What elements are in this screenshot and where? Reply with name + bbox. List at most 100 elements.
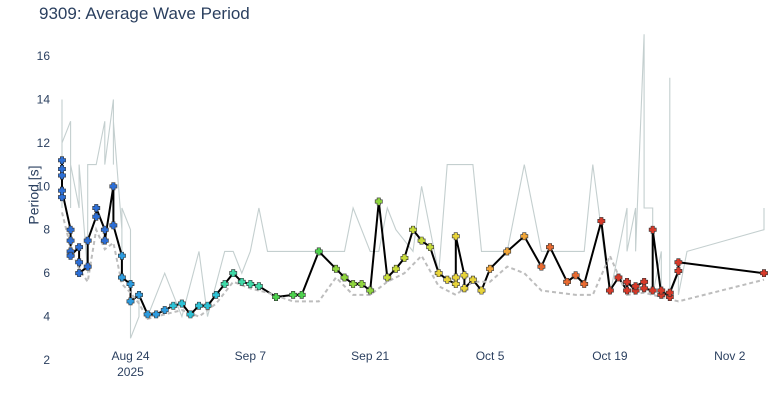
- data-point-marker: [417, 236, 426, 245]
- data-point-marker: [203, 301, 212, 310]
- y-tick-label: 16: [37, 49, 51, 63]
- x-tick-label: Nov 2: [714, 349, 746, 363]
- data-point-marker: [92, 212, 101, 221]
- x-tick-label: Sep 7: [235, 349, 267, 363]
- data-point-marker: [66, 225, 75, 234]
- data-point-marker: [580, 280, 589, 288]
- data-point-marker: [451, 273, 460, 282]
- data-point-marker: [469, 275, 477, 284]
- data-point-marker: [648, 225, 657, 234]
- data-point-marker: [118, 273, 126, 282]
- data-point-marker: [606, 286, 614, 295]
- data-point-marker: [118, 251, 126, 260]
- data-point-marker: [100, 236, 109, 245]
- data-point-marker: [357, 280, 366, 288]
- data-point-marker: [648, 286, 657, 295]
- data-point-marker: [109, 182, 118, 191]
- data-point-marker: [83, 262, 92, 271]
- x-tick-label: Oct 5: [476, 349, 505, 363]
- data-point-marker: [66, 251, 75, 260]
- data-point-marker: [657, 286, 666, 295]
- data-point-marker: [631, 282, 640, 291]
- data-point-marker: [349, 280, 357, 288]
- data-point-marker: [434, 269, 443, 278]
- data-point-marker: [75, 258, 84, 267]
- data-point-marker: [75, 243, 84, 252]
- data-point-marker: [246, 280, 255, 288]
- data-point-marker: [400, 254, 409, 262]
- data-point-marker: [135, 290, 143, 299]
- data-point-marker: [58, 165, 66, 173]
- data-point-marker: [220, 280, 229, 288]
- data-point-marker: [255, 282, 263, 291]
- data-point-marker: [237, 277, 246, 286]
- upper-band-line: [61, 34, 765, 339]
- x-tick-label: Aug 24: [111, 349, 149, 363]
- data-point-marker: [640, 284, 649, 293]
- y-axis-ticks: 2 4 6 8 10 12 14 16: [37, 49, 51, 367]
- chart-title: 9309: Average Wave Period: [39, 4, 250, 23]
- data-point-marker: [760, 269, 768, 278]
- y-tick-label: 8: [43, 223, 50, 237]
- data-point-marker: [340, 273, 349, 282]
- data-point-marker: [100, 225, 109, 234]
- data-point-marker: [451, 232, 460, 241]
- data-point-marker: [614, 273, 623, 282]
- data-point-marker: [126, 280, 135, 288]
- data-point-marker: [409, 225, 417, 234]
- series-lines: [61, 34, 765, 339]
- data-point-marker: [477, 286, 486, 295]
- data-point-marker: [383, 273, 392, 282]
- data-point-marker: [160, 306, 169, 314]
- data-point-marker: [546, 243, 554, 252]
- x-tick-label: Sep 21: [351, 349, 389, 363]
- data-point-marker: [289, 290, 298, 299]
- y-tick-label: 14: [37, 92, 51, 106]
- data-point-marker: [623, 277, 631, 286]
- data-point-marker: [169, 301, 178, 310]
- data-point-marker: [366, 286, 375, 295]
- lower-band-line: [61, 212, 765, 320]
- data-point-marker: [126, 297, 135, 306]
- data-point-marker: [83, 236, 92, 245]
- data-point-marker: [674, 258, 683, 267]
- data-point-marker: [503, 247, 512, 256]
- data-point-marker: [229, 269, 238, 278]
- x-tick-year-label: 2025: [117, 365, 144, 379]
- data-point-marker: [443, 275, 452, 284]
- data-point-marker: [391, 264, 400, 273]
- data-point-marker: [460, 271, 469, 280]
- data-point-marker: [640, 277, 649, 286]
- data-point-marker: [451, 280, 460, 288]
- data-point-marker: [58, 171, 66, 180]
- data-point-marker: [272, 293, 280, 301]
- data-point-marker: [109, 221, 118, 230]
- data-point-marker: [195, 301, 203, 310]
- series-markers: [58, 156, 768, 319]
- data-point-marker: [426, 243, 435, 252]
- data-point-marker: [374, 197, 383, 206]
- data-point-marker: [212, 290, 220, 299]
- data-point-marker: [143, 310, 152, 319]
- data-point-marker: [75, 269, 84, 278]
- data-point-marker: [332, 264, 340, 273]
- x-tick-label: Oct 19: [592, 349, 628, 363]
- data-point-marker: [665, 288, 674, 297]
- data-point-marker: [520, 232, 529, 241]
- data-point-marker: [571, 271, 580, 280]
- data-point-marker: [186, 310, 195, 319]
- data-point-marker: [92, 204, 101, 212]
- data-point-marker: [460, 284, 469, 293]
- data-point-marker: [623, 286, 631, 295]
- data-point-marker: [58, 193, 66, 202]
- data-point-marker: [58, 186, 66, 195]
- data-point-marker: [177, 299, 186, 308]
- y-tick-label: 2: [43, 353, 50, 367]
- data-point-marker: [66, 236, 75, 245]
- y-tick-label: 10: [37, 179, 51, 193]
- data-point-marker: [674, 267, 683, 275]
- data-point-marker: [58, 156, 66, 165]
- data-point-marker: [152, 310, 161, 319]
- data-point-marker: [314, 247, 323, 256]
